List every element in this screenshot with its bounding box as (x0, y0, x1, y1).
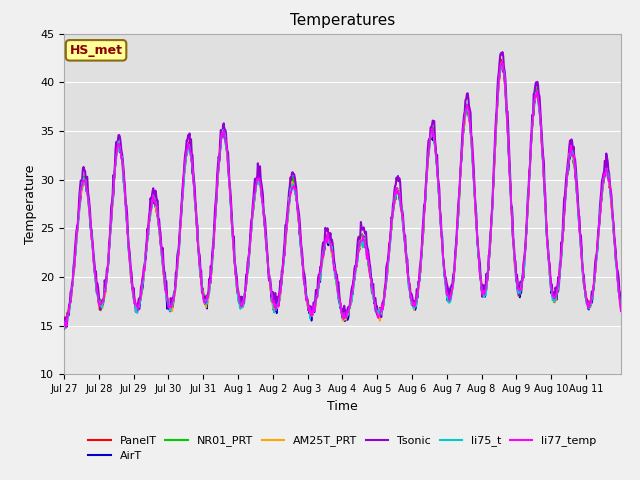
PanelT (497, 57, 505, 62)
NR01_PRT (256, 180, 264, 186)
li77_temp (256, 178, 264, 184)
PanelT (61, 323, 68, 328)
Tsonic (499, 49, 506, 55)
li75_t (61, 325, 69, 331)
li75_t (228, 228, 236, 234)
Tsonic (228, 223, 236, 229)
AirT (255, 181, 263, 187)
Bar (64, 34, 621, 131)
Tsonic (60, 315, 68, 321)
Line: li77_temp: li77_temp (64, 62, 621, 327)
li77_temp (432, 152, 440, 157)
Text: HS_met: HS_met (70, 44, 123, 57)
Tsonic (401, 232, 408, 238)
PanelT (126, 263, 134, 269)
li75_t (277, 282, 285, 288)
Tsonic (256, 163, 264, 169)
Legend: PanelT, AirT, NR01_PRT, AM25T_PRT, Tsonic, li75_t, li77_temp: PanelT, AirT, NR01_PRT, AM25T_PRT, Tsoni… (84, 431, 601, 466)
li75_t (499, 61, 506, 67)
li77_temp (62, 324, 70, 330)
Line: PanelT: PanelT (64, 60, 621, 325)
li77_temp (277, 285, 285, 291)
li77_temp (126, 262, 134, 268)
li75_t (60, 321, 68, 327)
PanelT (228, 228, 236, 234)
Bar (64, 228, 621, 326)
PanelT (432, 145, 440, 151)
NR01_PRT (499, 59, 506, 65)
AM25T_PRT (432, 146, 440, 152)
NR01_PRT (277, 283, 285, 289)
Line: Tsonic: Tsonic (64, 52, 621, 324)
li77_temp (401, 235, 408, 241)
PanelT (401, 236, 408, 241)
li75_t (432, 151, 440, 157)
PanelT (256, 180, 264, 185)
AirT (125, 253, 133, 259)
li77_temp (617, 309, 625, 314)
AirT (498, 60, 506, 66)
AM25T_PRT (256, 181, 264, 187)
NR01_PRT (228, 224, 236, 230)
li75_t (401, 235, 408, 240)
AirT (228, 221, 236, 227)
li75_t (126, 263, 134, 268)
NR01_PRT (432, 150, 440, 156)
AM25T_PRT (617, 304, 625, 310)
NR01_PRT (61, 322, 68, 328)
NR01_PRT (60, 318, 68, 324)
AirT (617, 303, 625, 309)
Y-axis label: Temperature: Temperature (24, 164, 37, 244)
Line: NR01_PRT: NR01_PRT (64, 62, 621, 325)
AM25T_PRT (126, 266, 134, 272)
Bar (64, 131, 621, 228)
Line: li75_t: li75_t (64, 64, 621, 328)
AM25T_PRT (60, 324, 68, 330)
li77_temp (60, 319, 68, 324)
Tsonic (126, 255, 134, 261)
NR01_PRT (401, 235, 408, 241)
li77_temp (228, 226, 236, 232)
Line: AM25T_PRT: AM25T_PRT (64, 62, 621, 329)
li75_t (256, 182, 264, 188)
AM25T_PRT (61, 326, 69, 332)
NR01_PRT (126, 259, 134, 265)
AM25T_PRT (228, 232, 236, 238)
Tsonic (277, 280, 285, 286)
Title: Temperatures: Temperatures (290, 13, 395, 28)
Tsonic (432, 145, 440, 151)
AirT (276, 290, 284, 296)
li77_temp (498, 59, 506, 65)
AM25T_PRT (277, 282, 285, 288)
Tsonic (617, 300, 625, 306)
AM25T_PRT (401, 233, 408, 239)
Line: AirT: AirT (64, 63, 621, 329)
PanelT (60, 322, 68, 328)
li75_t (617, 303, 625, 309)
NR01_PRT (617, 301, 625, 307)
X-axis label: Time: Time (327, 400, 358, 413)
Tsonic (63, 321, 71, 327)
PanelT (617, 302, 625, 308)
AirT (400, 231, 408, 237)
AirT (431, 143, 439, 148)
PanelT (277, 284, 285, 289)
AM25T_PRT (497, 59, 505, 65)
AirT (60, 326, 68, 332)
